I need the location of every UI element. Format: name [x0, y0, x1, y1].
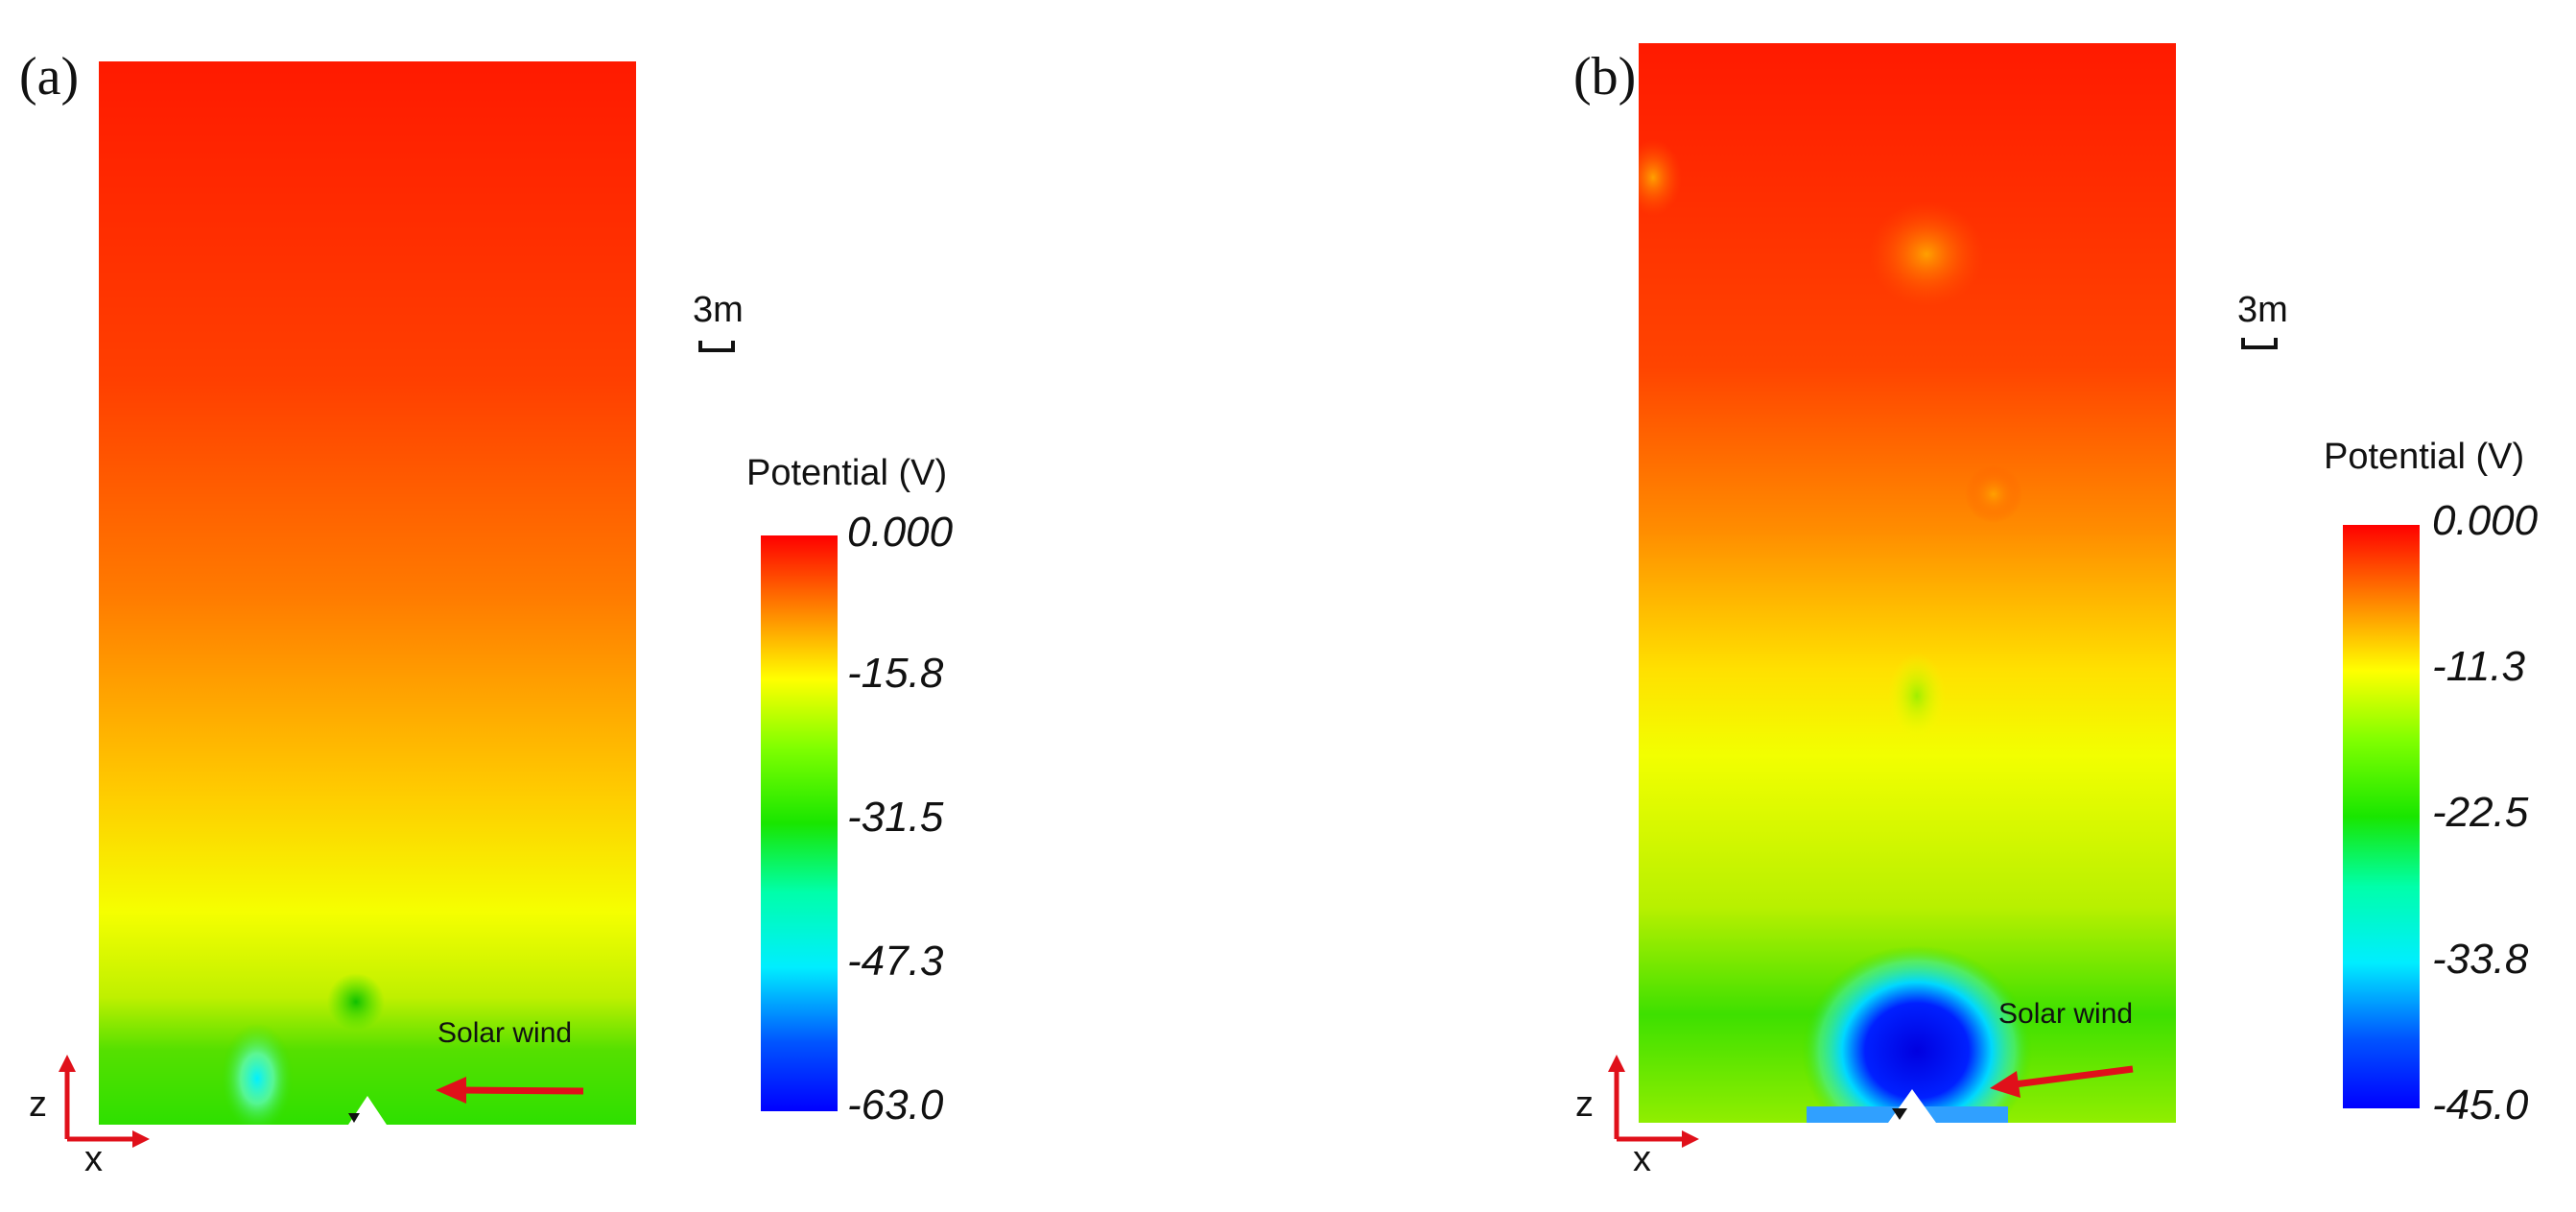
axis-triad-icon: [59, 1055, 150, 1148]
panel-a: (a): [0, 0, 1286, 1212]
scale-bar: [2241, 338, 2278, 349]
solar-wind-arrow-icon: [436, 1077, 584, 1104]
solar-wind-arrow-icon: [1990, 1065, 2134, 1098]
colorbar-tick: -45.0: [2432, 1081, 2529, 1129]
colorbar-tick: -15.8: [847, 650, 944, 697]
axis-z-label: z: [1575, 1084, 1594, 1125]
colorbar-tick: -47.3: [847, 938, 944, 985]
colorbar-tick: -11.3: [2432, 643, 2526, 690]
axis-x-label: x: [84, 1139, 103, 1179]
colorbar-tick: -33.8: [2432, 936, 2529, 983]
colorbar-tick: 0.000: [2432, 497, 2539, 544]
potential-field-map: [1639, 43, 2176, 1123]
scale-bar: [698, 341, 735, 352]
colorbar-tick: -22.5: [2432, 789, 2529, 836]
axis-x-label: x: [1633, 1139, 1651, 1179]
colorbar-title: Potential (V): [2324, 437, 2525, 477]
colorbar-tick: -31.5: [847, 794, 944, 841]
scale-label: 3m: [693, 290, 744, 330]
solar-wind-label: Solar wind: [437, 1017, 573, 1049]
panel-b: (b): [1545, 0, 2576, 1212]
colorbar: [2343, 525, 2420, 1108]
panel-label: (b): [1573, 47, 1637, 107]
colorbar: [761, 535, 838, 1111]
solar-wind-label: Solar wind: [1998, 998, 2134, 1030]
colorbar-title: Potential (V): [746, 453, 948, 493]
colorbar-tick: 0.000: [847, 509, 954, 556]
colorbar-tick: -63.0: [847, 1081, 944, 1129]
panel-label: (a): [19, 47, 80, 107]
scale-label: 3m: [2237, 290, 2288, 330]
axis-z-label: z: [29, 1084, 47, 1125]
potential-field-map: [99, 61, 636, 1125]
axis-triad-icon: [1608, 1055, 1699, 1148]
